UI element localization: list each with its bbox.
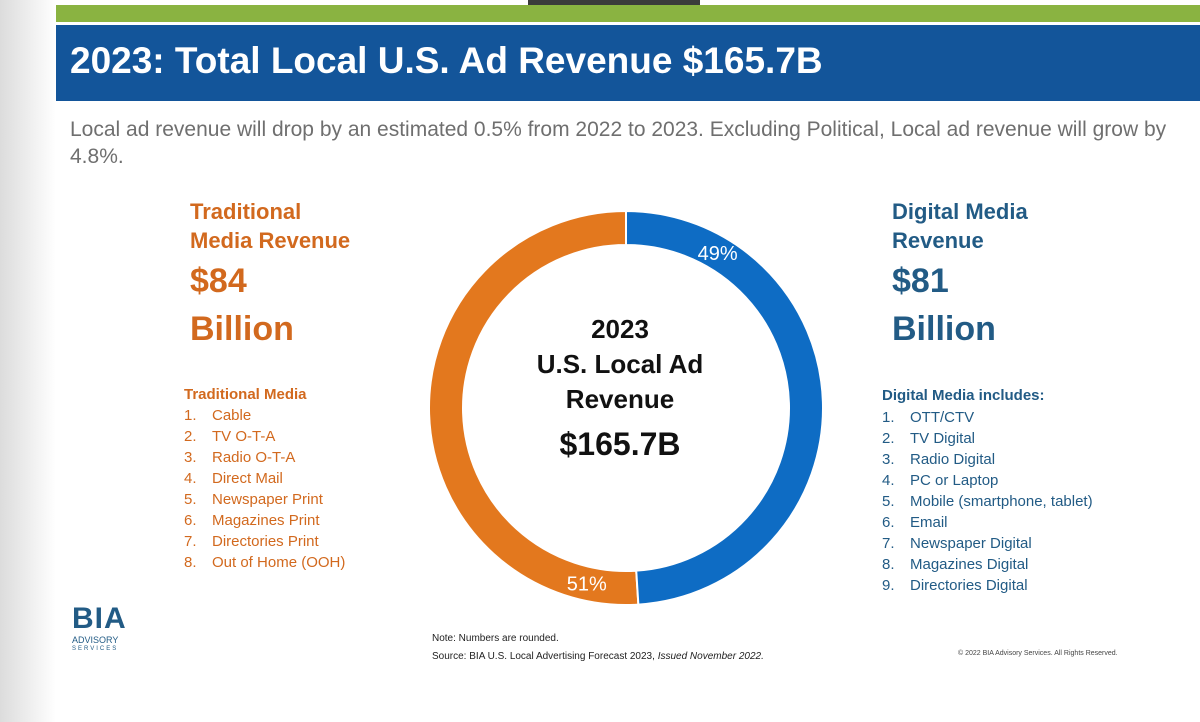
digital-media-list: 1. OTT/CTV 2. TV Digital 3. Radio Digital 4. PC… (882, 407, 1093, 596)
logo-brand: BIA (72, 602, 127, 635)
list-item-number: 1. (184, 407, 197, 424)
list-item-label: Mobile (smartphone, tablet) (910, 493, 1093, 510)
digital-list-item: 5. Mobile (smartphone, tablet) (882, 491, 1093, 512)
digital-list-item: 1. OTT/CTV (882, 407, 1093, 428)
digital-heading-line2: Revenue (892, 228, 984, 253)
digital-amount-line2: Billion (892, 310, 996, 348)
traditional-heading: Traditional Media Revenue (190, 197, 350, 255)
list-item-number: 9. (882, 577, 895, 594)
traditional-media-list: 1. Cable 2. TV O-T-A 3. Radio O-T-A 4. Direct M… (184, 405, 345, 573)
list-item-label: Email (910, 514, 948, 531)
list-item-label: Radio O-T-A (212, 449, 296, 466)
traditional-list-item: 5. Newspaper Print (184, 489, 345, 510)
traditional-list-item: 8. Out of Home (OOH) (184, 552, 345, 573)
list-item-label: Radio Digital (910, 451, 996, 468)
traditional-amount: $84 Billion (190, 257, 294, 353)
bia-logo: BIA ADVISORY SERVICES (72, 603, 152, 653)
center-total: $165.7B (559, 426, 681, 462)
source-line: Source: BIA U.S. Local Advertising Forec… (432, 648, 764, 666)
digital-list-item: 9. Directories Digital (882, 575, 1093, 596)
list-item-number: 8. (184, 554, 197, 571)
top-dark-tab (528, 0, 700, 5)
digital-list-title: Digital Media includes: (882, 387, 1045, 404)
source-text: Source: BIA U.S. Local Advertising Forec… (432, 651, 655, 662)
list-item-label: PC or Laptop (910, 472, 999, 489)
list-item-number: 7. (882, 535, 895, 552)
footer-note: Note: Numbers are rounded. Source: BIA U… (432, 630, 764, 666)
digital-list-item: 3. Radio Digital (882, 449, 1093, 470)
list-item-label: TV Digital (910, 430, 976, 447)
traditional-amount-line2: Billion (190, 310, 294, 348)
list-item-label: Out of Home (OOH) (212, 554, 346, 571)
list-item-number: 3. (882, 451, 895, 468)
list-item-number: 4. (184, 470, 197, 487)
digital-heading: Digital Media Revenue (892, 197, 1028, 255)
page-title: 2023: Total Local U.S. Ad Revenue $165.7… (70, 40, 823, 81)
digital-amount-line1: $81 (892, 262, 949, 300)
digital-list-item: 6. Email (882, 512, 1093, 533)
traditional-heading-line1: Traditional (190, 199, 302, 224)
traditional-list-item: 7. Directories Print (184, 531, 345, 552)
list-item-label: Newspaper Print (212, 491, 323, 508)
digital-list-item: 2. TV Digital (882, 428, 1093, 449)
list-item-number: 2. (184, 428, 197, 445)
list-item-number: 7. (184, 533, 197, 550)
list-item-label: Magazines Digital (910, 556, 1029, 573)
list-item-label: TV O-T-A (212, 428, 276, 445)
traditional-list-item: 3. Radio O-T-A (184, 447, 345, 468)
donut-slice-label: 49% (698, 243, 738, 265)
issued-text: Issued November 2022. (657, 651, 764, 662)
digital-list-item: 8. Magazines Digital (882, 554, 1093, 575)
list-item-label: Direct Mail (212, 470, 283, 487)
title-bar: 2023: Total Local U.S. Ad Revenue $165.7… (56, 25, 1200, 101)
logo-line3: SERVICES (72, 646, 119, 652)
list-item-number: 4. (882, 472, 895, 489)
list-item-number: 5. (882, 493, 895, 510)
traditional-list-item: 1. Cable (184, 405, 345, 426)
logo-line2: ADVISORY (72, 635, 119, 645)
digital-amount: $81 Billion (892, 257, 996, 353)
copyright: © 2022 BIA Advisory Services. All Rights… (958, 650, 1118, 657)
left-edge-shadow (0, 0, 56, 722)
list-item-label: OTT/CTV (910, 409, 975, 426)
list-item-label: Cable (212, 407, 252, 424)
traditional-list-item: 6. Magazines Print (184, 510, 345, 531)
center-line2: U.S. Local Ad (536, 349, 704, 379)
donut-center-label: 2023 U.S. Local Ad Revenue $165.7B (500, 312, 740, 467)
green-accent-bar (56, 5, 1200, 22)
traditional-list-title: Traditional Media (184, 386, 307, 403)
donut-slice (625, 209, 824, 606)
list-item-label: Directories Print (212, 533, 319, 550)
list-item-number: 5. (184, 491, 197, 508)
traditional-heading-line2: Media Revenue (190, 228, 351, 253)
center-line3: Revenue (565, 384, 675, 414)
traditional-list-item: 4. Direct Mail (184, 468, 345, 489)
list-item-label: Newspaper Digital (910, 535, 1032, 552)
traditional-list-item: 2. TV O-T-A (184, 426, 345, 447)
list-item-number: 6. (184, 512, 197, 529)
note-text: Note: Numbers are rounded. (432, 633, 559, 644)
traditional-amount-line1: $84 (190, 262, 247, 300)
list-item-number: 1. (882, 409, 895, 426)
donut-slice-label: 51% (567, 574, 607, 596)
list-item-number: 8. (882, 556, 895, 573)
center-line1: 2023 (591, 314, 649, 344)
subtitle: Local ad revenue will drop by an estimat… (70, 118, 1167, 168)
list-item-number: 2. (882, 430, 895, 447)
list-item-label: Magazines Print (212, 512, 320, 529)
list-item-number: 6. (882, 514, 895, 531)
digital-list-item: 4. PC or Laptop (882, 470, 1093, 491)
digital-list-item: 7. Newspaper Digital (882, 533, 1093, 554)
list-item-label: Directories Digital (910, 577, 1028, 594)
list-item-number: 3. (184, 449, 197, 466)
digital-heading-line1: Digital Media (892, 199, 1028, 224)
